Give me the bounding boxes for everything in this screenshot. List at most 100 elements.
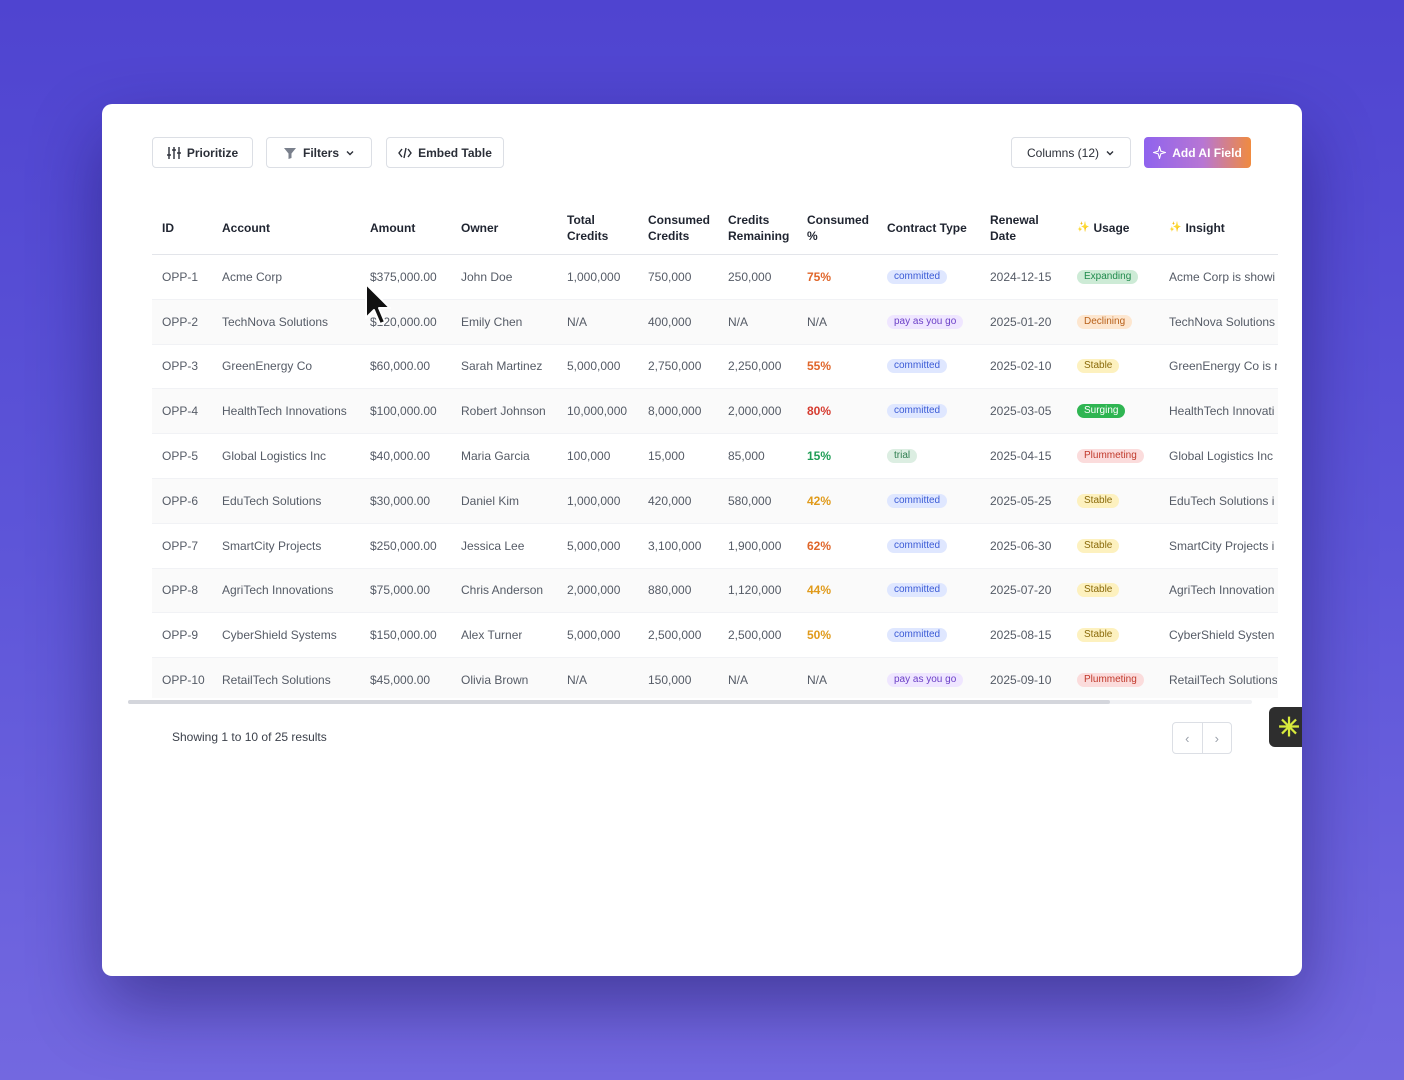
header-insight-label: Insight [1185,221,1225,235]
header-usage-label: Usage [1093,221,1130,235]
header-owner[interactable]: Owner [461,221,499,235]
cell-owner: Sarah Martinez [461,359,543,374]
cell-amount: $100,000.00 [370,404,437,419]
cell-amount: $40,000.00 [370,449,431,464]
sparkle-icon: ✨ [1077,222,1090,233]
cell-credits-remaining: 85,000 [728,449,765,464]
chevron-right-icon: › [1214,730,1219,746]
header-usage[interactable]: ✨ Usage [1077,202,1129,254]
cell-usage: Stable [1077,569,1120,613]
table-row[interactable]: OPP-7 SmartCity Projects $250,000.00 Jessic… [152,524,1278,569]
cell-total-credits: 1,000,000 [567,269,621,284]
contract-type-badge: committed [887,538,948,553]
cell-contract-type: committed [887,569,948,613]
cell-owner: Robert Johnson [461,404,546,419]
cell-consumed-pct: N/A [807,314,828,329]
header-consumed-credits[interactable]: Consumed Credits [648,213,711,243]
cell-id: OPP-7 [162,538,199,553]
usage-badge: Stable [1077,583,1120,598]
cell-amount: $75,000.00 [370,583,431,598]
add-ai-field-button[interactable]: Add AI Field [1144,137,1251,168]
prioritize-button[interactable]: Prioritize [152,137,253,168]
code-icon [398,147,412,158]
table-row[interactable]: OPP-1 Acme Corp $375,000.00 John Doe 1,000,0… [152,255,1278,300]
contract-type-badge: committed [887,269,948,284]
contract-type-badge: committed [887,359,948,374]
cell-owner: Chris Anderson [461,583,544,598]
contract-type-badge: pay as you go [887,673,964,688]
table-row[interactable]: OPP-9 CyberShield Systems $150,000.00 Alex … [152,613,1278,659]
cell-credits-remaining: N/A [728,314,749,329]
scrollbar-thumb[interactable] [128,700,1110,704]
header-id[interactable]: ID [162,221,174,235]
header-contract-type[interactable]: Contract Type [887,221,967,235]
cell-contract-type: committed [887,524,948,568]
cell-contract-type: committed [887,613,948,657]
cell-consumed-pct: 50% [807,628,832,643]
cell-contract-type: trial [887,434,918,478]
prev-page-button[interactable]: ‹ [1173,723,1202,753]
cell-amount: $375,000.00 [370,269,437,284]
cell-amount: $30,000.00 [370,493,431,508]
cell-id: OPP-8 [162,583,199,598]
contract-type-badge: committed [887,583,948,598]
assistant-widget-button[interactable]: ✳ [1269,707,1302,747]
cell-credits-remaining: N/A [728,673,749,688]
cell-account: Acme Corp [222,269,283,284]
cell-id: OPP-6 [162,493,199,508]
contract-type-badge: trial [887,449,918,464]
cell-total-credits: 5,000,000 [567,628,621,643]
cell-usage: Stable [1077,345,1120,389]
table-row[interactable]: OPP-4 HealthTech Innovations $100,000.00 Ro… [152,389,1278,435]
header-insight[interactable]: ✨ Insight [1169,202,1225,254]
contract-type-badge: pay as you go [887,314,964,329]
header-total-credits[interactable]: Total Credits [567,213,609,243]
embed-table-button[interactable]: Embed Table [386,137,504,168]
cell-consumed-pct: 62% [807,538,832,553]
cell-contract-type: committed [887,345,948,389]
table-row[interactable]: OPP-3 GreenEnergy Co $60,000.00 Sarah Marti… [152,345,1278,390]
filters-button[interactable]: Filters [266,137,372,168]
horizontal-scrollbar[interactable] [128,700,1252,704]
table-row[interactable]: OPP-5 Global Logistics Inc $40,000.00 Maria… [152,434,1278,479]
table-row[interactable]: OPP-2 TechNova Solutions $120,000.00 Emily … [152,299,1278,345]
contract-type-badge: committed [887,493,948,508]
table-row[interactable]: OPP-10 RetailTech Solutions $45,000.00 Oliv… [152,658,1278,698]
cell-renewal-date: 2025-03-05 [990,404,1052,419]
cell-owner: Maria Garcia [461,449,530,464]
cell-consumed-credits: 420,000 [648,493,692,508]
cell-account: CyberShield Systems [222,628,337,643]
header-consumed-pct[interactable]: Consumed % [807,213,870,243]
table-header: ID Account Amount Owner Total Credits Co… [152,202,1278,255]
cell-total-credits: N/A [567,314,588,329]
columns-label: Columns (12) [1026,145,1100,160]
cell-owner: John Doe [461,269,513,284]
cell-usage: Declining [1077,300,1133,344]
cell-account: EduTech Solutions [222,493,322,508]
header-amount[interactable]: Amount [370,221,416,235]
sparkle-icon [1153,146,1167,159]
cell-renewal-date: 2025-08-15 [990,628,1052,643]
cell-renewal-date: 2025-02-10 [990,359,1052,374]
next-page-button[interactable]: › [1201,723,1232,753]
columns-button[interactable]: Columns (12) [1011,137,1131,168]
header-account[interactable]: Account [222,221,270,235]
cell-renewal-date: 2024-12-15 [990,269,1052,284]
cell-consumed-credits: 2,750,000 [648,359,702,374]
cell-amount: $60,000.00 [370,359,431,374]
cell-total-credits: 1,000,000 [567,493,621,508]
header-credits-remaining[interactable]: Credits Remaining [728,213,790,243]
header-renewal-date[interactable]: Renewal Date [990,213,1039,243]
cell-id: OPP-1 [162,269,199,284]
cell-contract-type: pay as you go [887,658,964,698]
cell-owner: Alex Turner [461,628,523,643]
cell-renewal-date: 2025-04-15 [990,449,1052,464]
table-row[interactable]: OPP-6 EduTech Solutions $30,000.00 Daniel K… [152,478,1278,524]
cell-insight: TechNova Solutions [1169,314,1276,329]
cell-usage: Plummeting [1077,658,1144,698]
cell-consumed-credits: 3,100,000 [648,538,702,553]
cell-consumed-pct: N/A [807,673,828,688]
opportunities-table: ID Account Amount Owner Total Credits Co… [152,202,1278,698]
cell-contract-type: committed [887,255,948,299]
table-row[interactable]: OPP-8 AgriTech Innovations $75,000.00 Chris… [152,568,1278,614]
